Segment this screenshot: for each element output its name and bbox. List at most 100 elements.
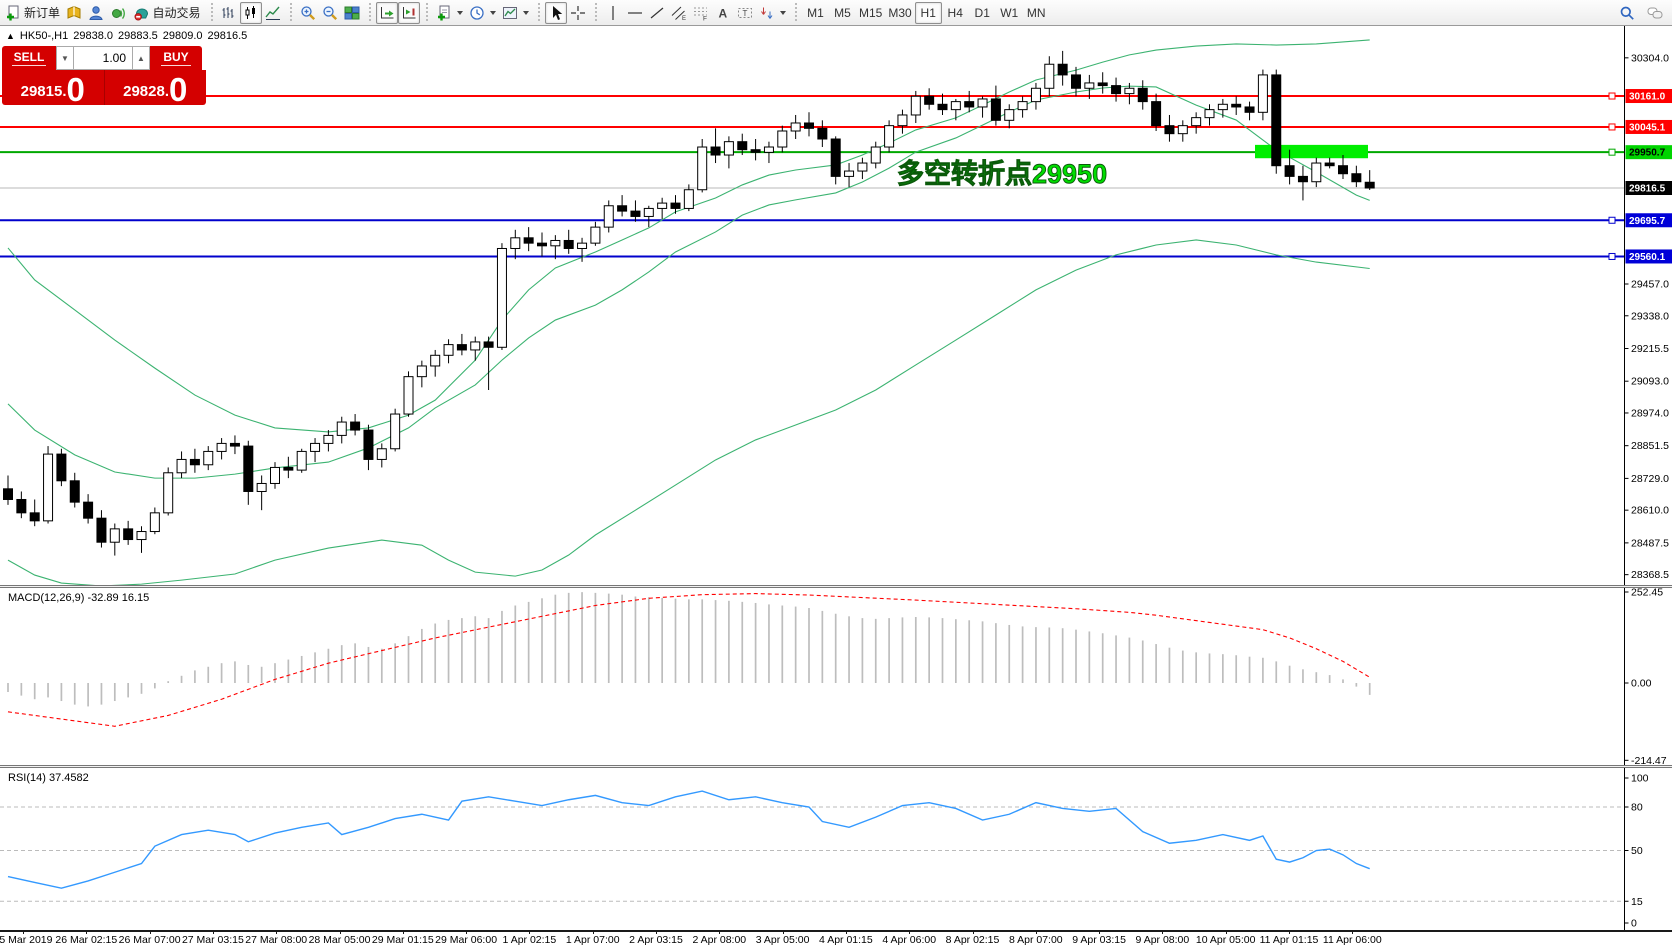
tile-windows-button[interactable] bbox=[341, 2, 363, 24]
cros­shair-icon bbox=[571, 5, 586, 20]
bar-chart-button[interactable] bbox=[218, 2, 240, 24]
profile-button[interactable] bbox=[85, 2, 107, 24]
top-toolbar: 新订单 自动交易 bbox=[0, 0, 1672, 26]
svg-text:15: 15 bbox=[1631, 896, 1643, 908]
chart-shift-icon bbox=[403, 6, 416, 18]
toolbar-separator bbox=[424, 2, 430, 23]
horizontal-line-icon bbox=[628, 11, 643, 14]
svg-text:-214.47: -214.47 bbox=[1631, 755, 1667, 765]
svg-text:F: F bbox=[703, 15, 707, 21]
svg-text:30161.0: 30161.0 bbox=[1629, 92, 1666, 103]
volume-decrease-button[interactable]: ▼ bbox=[56, 46, 74, 70]
sell-button[interactable]: SELL bbox=[2, 46, 56, 70]
timeframe-H1[interactable]: H1 bbox=[914, 1, 942, 24]
sell-price[interactable]: 29815. 0 bbox=[2, 70, 105, 106]
timeframe-W1[interactable]: W1 bbox=[996, 2, 1023, 24]
svg-text:29215.5: 29215.5 bbox=[1631, 343, 1669, 355]
macd-label: MACD(12,26,9) -32.89 16.15 bbox=[8, 592, 149, 604]
arrows-button[interactable] bbox=[756, 2, 789, 24]
templates-button[interactable] bbox=[499, 2, 532, 24]
time-label: 4 Apr 01:15 bbox=[819, 934, 873, 946]
svg-text:50: 50 bbox=[1631, 845, 1643, 857]
svg-text:28487.5: 28487.5 bbox=[1631, 537, 1669, 549]
timeframe-MN[interactable]: MN bbox=[1023, 2, 1050, 24]
trendline-button[interactable] bbox=[646, 2, 668, 24]
panel-collapse-arrow[interactable]: ▲ bbox=[6, 31, 15, 41]
time-label: 26 Mar 07:00 bbox=[118, 934, 181, 946]
autotrade-icon bbox=[133, 7, 148, 21]
periods-button[interactable] bbox=[466, 2, 499, 24]
toolbar-separator bbox=[536, 2, 542, 23]
toolbar-separator bbox=[209, 2, 215, 23]
timeframe-H4[interactable]: H4 bbox=[942, 2, 969, 24]
cursor-button[interactable] bbox=[545, 1, 568, 24]
toolbar-separator bbox=[593, 2, 599, 23]
text-label-button[interactable]: T bbox=[734, 2, 756, 24]
cursor-icon bbox=[553, 5, 563, 20]
svg-text:100: 100 bbox=[1631, 773, 1649, 785]
text-button[interactable]: A bbox=[712, 2, 734, 24]
svg-text:252.45: 252.45 bbox=[1631, 588, 1663, 598]
market-watch-button[interactable] bbox=[63, 2, 85, 24]
main-chart[interactable]: 30304.0 29457.0 29338.0 29215.5 29093.0 28974… bbox=[0, 26, 1672, 585]
volume-increase-button[interactable]: ▲ bbox=[132, 46, 150, 70]
rsi-label: RSI(14) 37.4582 bbox=[8, 772, 89, 784]
toolbar-separator bbox=[367, 2, 373, 23]
time-label: 2 Apr 03:15 bbox=[629, 934, 683, 946]
search-button[interactable] bbox=[1616, 2, 1638, 24]
rsi-panel[interactable]: 100 80 50 15 0 RSI(14) 37.4582 bbox=[0, 768, 1672, 930]
macd-panel[interactable]: 252.45 0.00 -214.47 MACD(12,26,9) -32.89 16… bbox=[0, 588, 1672, 765]
time-tick bbox=[972, 930, 974, 934]
candlestick-chart-button[interactable] bbox=[240, 1, 263, 24]
dropdown-caret bbox=[457, 10, 464, 15]
line-chart-button[interactable] bbox=[262, 2, 284, 24]
chart-shift-button[interactable] bbox=[398, 1, 421, 24]
timeframe-M1[interactable]: M1 bbox=[802, 2, 829, 24]
panel-separator[interactable] bbox=[0, 585, 1672, 588]
svg-text:T: T bbox=[743, 9, 748, 18]
text-icon: A bbox=[719, 6, 728, 20]
time-tick bbox=[529, 930, 531, 934]
vertical-line-button[interactable] bbox=[602, 2, 624, 24]
buy-button[interactable]: BUY bbox=[150, 46, 202, 70]
time-tick bbox=[1162, 930, 1164, 934]
timeframe-M30[interactable]: M30 bbox=[885, 2, 914, 24]
indicators-button[interactable] bbox=[433, 2, 466, 24]
buy-price[interactable]: 29828. 0 bbox=[123, 70, 188, 108]
new-order-button[interactable]: 新订单 bbox=[2, 2, 63, 24]
zoom-in-icon bbox=[301, 5, 316, 20]
svg-text:28974.0: 28974.0 bbox=[1631, 407, 1669, 419]
horizontal-line-button[interactable] bbox=[624, 2, 646, 24]
fibonacci-button[interactable]: F bbox=[690, 2, 712, 24]
equidistant-channel-button[interactable]: E bbox=[668, 2, 690, 24]
timeframe-M5[interactable]: M5 bbox=[829, 2, 856, 24]
svg-text:E: E bbox=[682, 16, 686, 21]
auto-scroll-icon bbox=[381, 6, 394, 18]
time-tick bbox=[402, 930, 404, 934]
time-label: 2 Apr 08:00 bbox=[692, 934, 747, 946]
symbol-period-label: HK50-,H1 bbox=[19, 30, 69, 42]
svg-text:29950.7: 29950.7 bbox=[1629, 148, 1666, 159]
arrows-icon bbox=[761, 7, 773, 19]
time-tick bbox=[719, 930, 721, 934]
panel-separator[interactable] bbox=[0, 765, 1672, 768]
auto-scroll-button[interactable] bbox=[376, 1, 399, 24]
autotrade-button[interactable]: 自动交易 bbox=[129, 2, 205, 24]
chat-button[interactable] bbox=[1644, 2, 1666, 24]
crosshair-button[interactable] bbox=[567, 2, 589, 24]
zoom-in-button[interactable] bbox=[297, 2, 319, 24]
timeframe-D1[interactable]: D1 bbox=[969, 2, 996, 24]
timeframe-M15[interactable]: M15 bbox=[856, 2, 885, 24]
zoom-out-button[interactable] bbox=[319, 2, 341, 24]
line-chart-icon bbox=[265, 6, 281, 20]
toolbar-separator bbox=[793, 2, 799, 23]
zoom-out-icon bbox=[323, 5, 338, 20]
vertical-line-icon bbox=[612, 5, 614, 20]
signals-button[interactable] bbox=[107, 2, 129, 24]
time-label: 25 Mar 2019 bbox=[0, 934, 53, 946]
volume-input[interactable]: 1.00 bbox=[74, 46, 132, 70]
svg-text:29457.0: 29457.0 bbox=[1631, 279, 1669, 291]
time-tick bbox=[339, 930, 341, 934]
time-label: 27 Mar 03:15 bbox=[181, 934, 244, 946]
